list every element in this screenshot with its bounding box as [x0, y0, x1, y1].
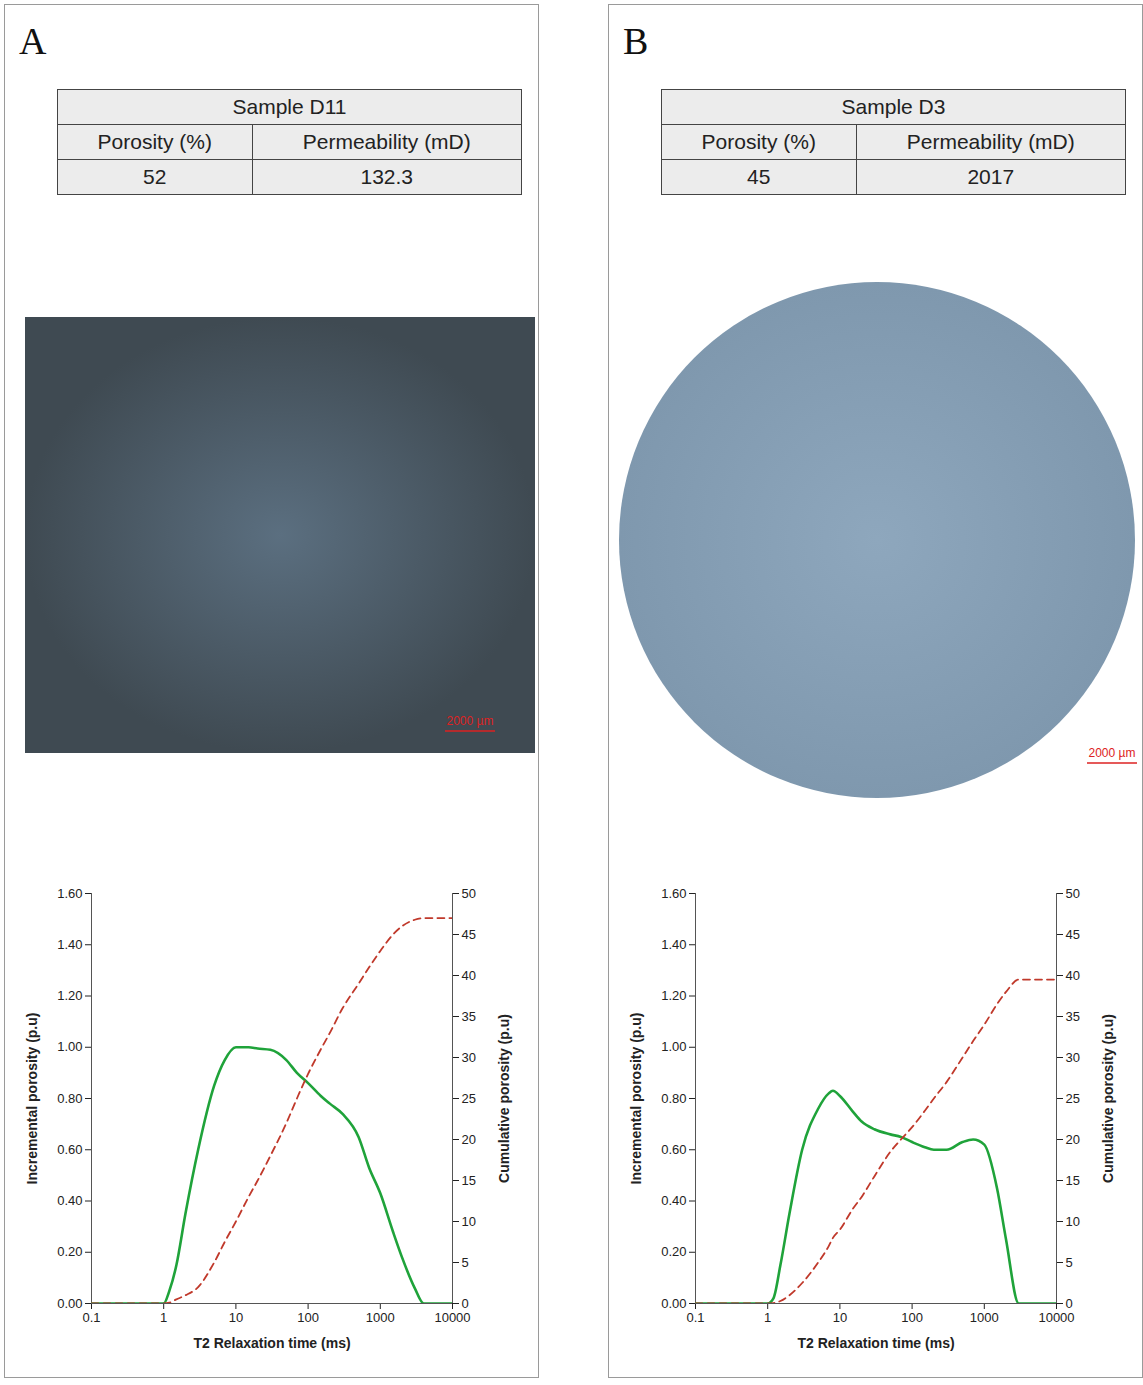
svg-text:0.60: 0.60: [57, 1142, 82, 1157]
svg-text:50: 50: [462, 886, 476, 901]
svg-text:Cumulative porosity (p.u): Cumulative porosity (p.u): [1100, 1014, 1116, 1183]
svg-text:30: 30: [1066, 1050, 1080, 1065]
html-text:Porosity (%): Porosity (%): [701, 130, 816, 153]
svg-text:0.60: 0.60: [661, 1142, 686, 1157]
svg-text:T2 Relaxation time (ms): T2 Relaxation time (ms): [193, 1335, 350, 1351]
svg-text:1.40: 1.40: [661, 937, 686, 952]
html-text:52: 52: [143, 165, 167, 188]
svg-text:5: 5: [1066, 1255, 1073, 1270]
svg-text:40: 40: [1066, 968, 1080, 983]
svg-text:100: 100: [297, 1310, 319, 1325]
svg-text:5: 5: [462, 1255, 469, 1270]
svg-text:2000 µm: 2000 µm: [447, 714, 494, 728]
svg-text:15: 15: [1066, 1173, 1080, 1188]
svg-text:Cumulative porosity (p.u): Cumulative porosity (p.u): [496, 1014, 512, 1183]
svg-text:1.00: 1.00: [661, 1039, 686, 1054]
svg-text:0.00: 0.00: [57, 1296, 82, 1311]
svg-text:0: 0: [1066, 1296, 1073, 1311]
svg-text:50: 50: [1066, 886, 1080, 901]
svg-text:40: 40: [462, 968, 476, 983]
html-text:Porosity (%): Porosity (%): [97, 130, 212, 153]
svg-text:2000 µm: 2000 µm: [1089, 746, 1136, 760]
svg-text:0.40: 0.40: [57, 1193, 82, 1208]
html-text:132.3: 132.3: [360, 165, 413, 188]
html-text:Sample D11: Sample D11: [232, 95, 347, 118]
svg-text:0.40: 0.40: [661, 1193, 686, 1208]
svg-text:10: 10: [229, 1310, 243, 1325]
svg-text:0.1: 0.1: [82, 1310, 100, 1325]
svg-text:1.60: 1.60: [57, 886, 82, 901]
svg-text:15: 15: [462, 1173, 476, 1188]
html-text:45: 45: [747, 165, 771, 188]
svg-text:1.20: 1.20: [57, 988, 82, 1003]
svg-text:25: 25: [462, 1091, 476, 1106]
svg-text:1: 1: [160, 1310, 167, 1325]
svg-text:20: 20: [462, 1132, 476, 1147]
svg-text:20: 20: [1066, 1132, 1080, 1147]
html-text:Permeability (mD): Permeability (mD): [906, 130, 1075, 153]
svg-text:100: 100: [901, 1310, 923, 1325]
svg-text:45: 45: [462, 927, 476, 942]
svg-text:35: 35: [462, 1009, 476, 1024]
svg-text:1.00: 1.00: [57, 1039, 82, 1054]
html-text:A: A: [19, 20, 47, 62]
html-text:Sample D3: Sample D3: [841, 95, 946, 118]
svg-text:0.80: 0.80: [661, 1091, 686, 1106]
svg-text:0: 0: [462, 1296, 469, 1311]
svg-text:1: 1: [764, 1310, 771, 1325]
svg-text:Incremental porosity (p.u): Incremental porosity (p.u): [628, 1013, 644, 1185]
svg-text:10000: 10000: [1038, 1310, 1074, 1325]
svg-text:1000: 1000: [366, 1310, 395, 1325]
svg-text:45: 45: [1066, 927, 1080, 942]
svg-text:0.1: 0.1: [686, 1310, 704, 1325]
svg-text:10: 10: [833, 1310, 847, 1325]
html-text:2017: 2017: [967, 165, 1015, 188]
svg-text:1.40: 1.40: [57, 937, 82, 952]
svg-text:1000: 1000: [970, 1310, 999, 1325]
svg-text:T2 Relaxation time (ms): T2 Relaxation time (ms): [797, 1335, 954, 1351]
svg-text:Incremental porosity (p.u): Incremental porosity (p.u): [24, 1013, 40, 1185]
svg-text:25: 25: [1066, 1091, 1080, 1106]
svg-text:10000: 10000: [434, 1310, 470, 1325]
svg-text:10: 10: [462, 1214, 476, 1229]
svg-text:1.20: 1.20: [661, 988, 686, 1003]
svg-text:35: 35: [1066, 1009, 1080, 1024]
html-text:Permeability (mD): Permeability (mD): [302, 130, 471, 153]
svg-text:1.60: 1.60: [661, 886, 686, 901]
svg-text:10: 10: [1066, 1214, 1080, 1229]
html-text:B: B: [623, 20, 649, 62]
svg-text:0.20: 0.20: [661, 1244, 686, 1259]
svg-text:30: 30: [462, 1050, 476, 1065]
svg-text:0.20: 0.20: [57, 1244, 82, 1259]
svg-text:0.00: 0.00: [661, 1296, 686, 1311]
svg-text:0.80: 0.80: [57, 1091, 82, 1106]
